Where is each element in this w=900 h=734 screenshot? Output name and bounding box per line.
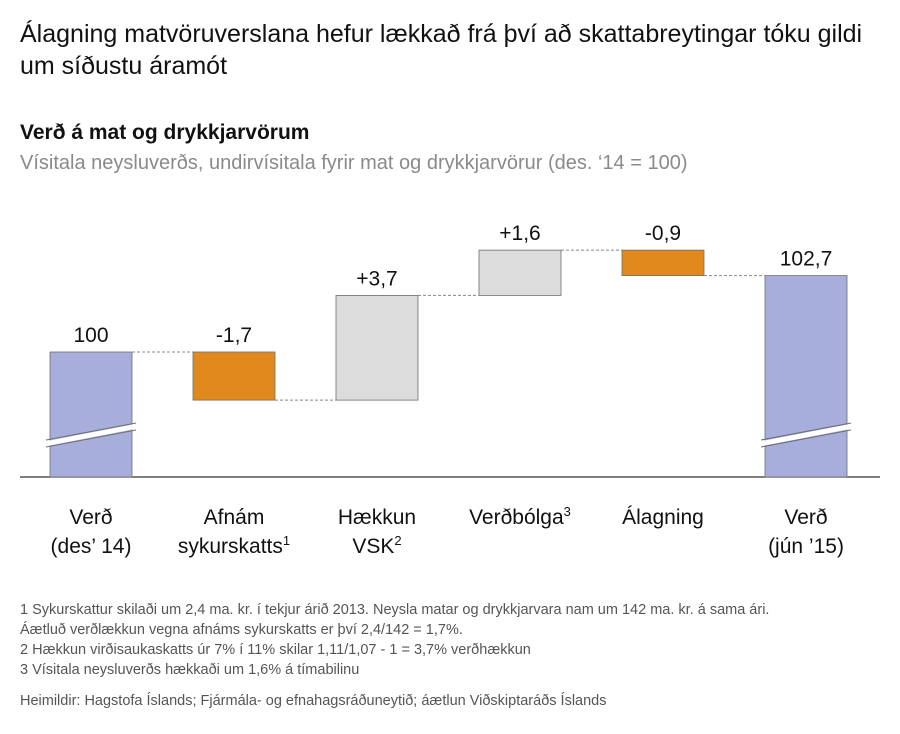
footnote-1a: 1 Sykurskattur skilaði um 2,4 ma. kr. í …	[20, 602, 770, 618]
bar-1	[192, 351, 276, 401]
footnote-2: 2 Hækkun virðisaukaskatts úr 7% í 11% sk…	[20, 642, 531, 658]
bar-0	[49, 351, 133, 478]
bar-5	[764, 275, 848, 478]
bar-3	[478, 249, 562, 296]
axis-break-line	[760, 429, 852, 448]
axis-break-gap	[47, 424, 135, 446]
source-note: Heimildir: Hagstofa Íslands; Fjármála- o…	[20, 693, 607, 709]
value-label-5: 102,7	[780, 248, 833, 271]
chart-subtitle: Vísitala neysluverðs, undirvísitala fyri…	[20, 152, 688, 174]
chart-title: Verð á mat og drykkjarvörum	[20, 121, 310, 144]
bar-2	[335, 294, 419, 401]
bar-4	[621, 249, 705, 276]
footnote-1b: Áætluð verðlækkun vegna afnáms sykurskat…	[20, 622, 463, 638]
value-label-1: -1,7	[216, 324, 252, 347]
value-label-0: 100	[73, 324, 108, 347]
value-label-4: -0,9	[645, 222, 681, 245]
category-label-5-line2: (jún ’15)	[768, 535, 844, 558]
category-label-1: Afnám	[204, 506, 265, 529]
axis-break-line	[760, 422, 852, 441]
category-label-4: Álagning	[622, 506, 704, 529]
footnotes: 1 Sykurskattur skilaði um 2,4 ma. kr. í …	[20, 600, 890, 711]
category-label-3: Verðbólga3	[469, 504, 571, 529]
axis-break-line	[45, 422, 137, 441]
category-label-5: Verð	[784, 506, 827, 529]
axis-break-gap	[762, 424, 850, 446]
value-label-2: +3,7	[356, 267, 397, 290]
footnote-3: 3 Vísitala neysluverðs hækkaði um 1,6% á…	[20, 662, 360, 678]
category-label-2: Hækkun	[338, 506, 416, 529]
axis-break-line	[45, 429, 137, 448]
category-label-0-line2: (des’ 14)	[51, 535, 132, 558]
headline: Álagning matvöruverslana hefur lækkað fr…	[20, 20, 863, 80]
category-label-0: Verð	[69, 506, 112, 529]
waterfall-chart: 100 -1,7 +3,7 +1,6 -0,9 102,7 Verð (des’ 14) Afn…	[20, 222, 880, 558]
category-label-1-line2: sykurskatts1	[178, 533, 290, 558]
category-label-2-line2: VSK2	[352, 533, 401, 558]
value-label-3: +1,6	[499, 222, 540, 245]
